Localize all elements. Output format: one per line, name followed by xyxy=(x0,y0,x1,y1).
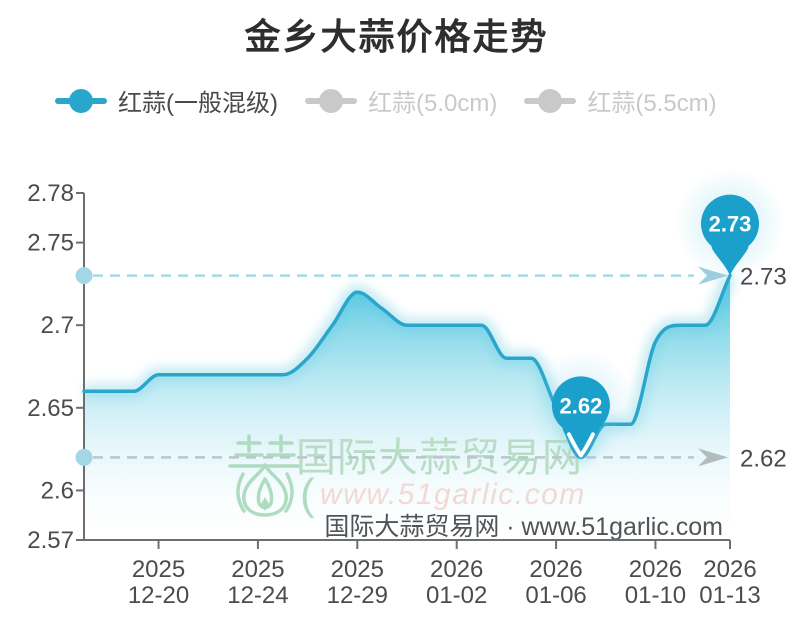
x-tick-label-year: 2026 xyxy=(629,556,682,583)
min-arrowhead xyxy=(698,448,728,467)
x-tick-label-date: 01-10 xyxy=(625,582,686,609)
legend-item-label: 红蒜(5.0cm) xyxy=(367,90,498,117)
x-tick-label-year: 2025 xyxy=(231,556,284,583)
legend-marker-dot xyxy=(69,88,93,113)
legend-item-label: 红蒜(一般混级) xyxy=(118,90,278,117)
legend-marker-dot xyxy=(538,88,563,113)
x-tick-label-year: 2026 xyxy=(529,556,582,583)
watermark-paren: ( xyxy=(300,470,315,519)
y-tick-label: 2.65 xyxy=(27,395,74,422)
x-tick-label-year: 2026 xyxy=(430,556,483,583)
x-tick-label-date: 01-13 xyxy=(699,582,760,609)
legend: 红蒜(一般混级) 红蒜(5.0cm) 红蒜(5.5cm) xyxy=(55,83,717,118)
axes xyxy=(76,192,731,549)
y-tick-label: 2.7 xyxy=(41,312,74,339)
x-tick-label-year: 2025 xyxy=(132,556,185,583)
v-stroke xyxy=(578,432,595,458)
x-tick-label-year: 2025 xyxy=(331,556,384,583)
logo-stroke xyxy=(242,463,288,517)
x-tick-label-date: 12-24 xyxy=(227,582,288,609)
legend-item-hongsuan-mixed[interactable]: 红蒜(一般混级) xyxy=(55,83,278,118)
watermark-garlic-logo xyxy=(228,434,300,517)
y-tick-label: 2.6 xyxy=(41,477,74,504)
y-tick-label: 2.57 xyxy=(27,527,74,554)
x-tick-label-date: 12-20 xyxy=(128,582,189,609)
legend-item-label: 红蒜(5.5cm) xyxy=(587,90,717,117)
y-tick-label: 2.78 xyxy=(27,180,74,207)
x-tick-label-date: 12-29 xyxy=(327,582,388,609)
legend-marker xyxy=(55,88,107,114)
legend-marker xyxy=(524,88,577,114)
watermark-footer-text: 国际大蒜贸易网 · www.51garlic.com xyxy=(324,513,723,541)
y-tick-label: 2.75 xyxy=(27,230,74,257)
min-pin-label: 2.62 xyxy=(560,393,603,418)
min-value-label: 2.62 xyxy=(740,445,787,472)
x-tick-label-date: 01-02 xyxy=(426,582,487,609)
min-pin xyxy=(551,376,610,458)
legend-marker-dot xyxy=(318,88,343,113)
max-pin-label: 2.73 xyxy=(709,212,752,237)
watermark-url-text: www.51garlic.com xyxy=(320,478,586,511)
min-axis-dot xyxy=(75,448,93,466)
logo-diamond xyxy=(261,497,269,511)
legend-marker xyxy=(304,88,357,114)
chart-title: 金乡大蒜价格走势 xyxy=(244,16,549,57)
logo-stroke xyxy=(236,472,246,513)
min-pin-white-v xyxy=(566,432,595,458)
legend-item-hongsuan-5-0cm[interactable]: 红蒜(5.0cm) xyxy=(304,83,498,118)
price-area xyxy=(84,275,730,540)
x-tick-label-date: 01-06 xyxy=(525,582,586,609)
legend-item-hongsuan-5-5cm[interactable]: 红蒜(5.5cm) xyxy=(524,83,717,118)
x-tick-label-year: 2026 xyxy=(703,556,756,583)
logo-stroke xyxy=(284,472,294,513)
max-axis-dot xyxy=(75,267,93,285)
max-pin xyxy=(700,194,759,276)
